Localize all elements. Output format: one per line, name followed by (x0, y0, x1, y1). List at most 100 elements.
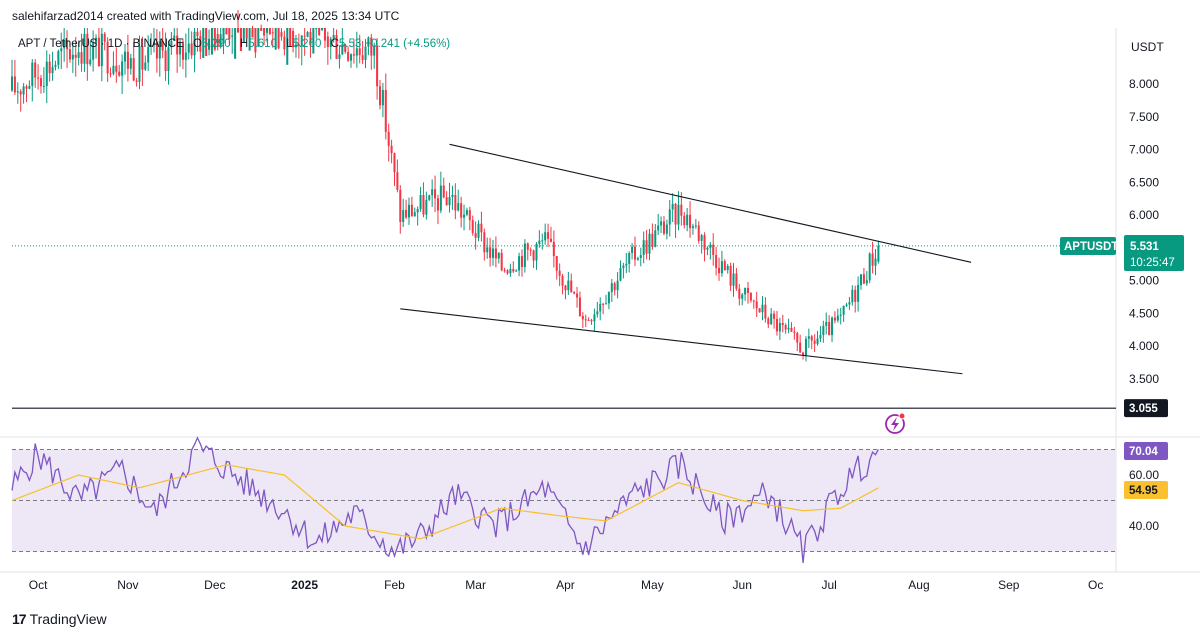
candle-body (179, 41, 182, 55)
candle-body (164, 50, 167, 71)
price-axis[interactable]: 8.0007.5007.0006.5006.0005.5005.0004.500… (1129, 77, 1159, 386)
candle-body (399, 189, 402, 222)
candle-body (842, 305, 845, 315)
candle-body (631, 246, 634, 253)
candle-body (92, 43, 95, 60)
price-tick-label: 7.000 (1129, 143, 1159, 157)
candle-body (460, 203, 463, 218)
candle-body (767, 318, 770, 325)
candle-body (758, 308, 761, 313)
candle-body (636, 258, 639, 260)
level-value: 3.055 (1129, 403, 1158, 415)
candle-body (610, 283, 613, 293)
chart-credit: salehifarzad2014 created with TradingVie… (12, 9, 400, 23)
candle-body (642, 240, 645, 256)
candle-body (387, 131, 390, 146)
candle-body (552, 241, 555, 257)
currency-label[interactable]: USDT (1131, 40, 1164, 54)
lightning-alert-icon[interactable] (885, 412, 906, 434)
candle-body (274, 28, 277, 50)
candle-body (576, 293, 579, 298)
candle-body (802, 352, 805, 356)
candle-body (89, 59, 92, 65)
candle-body (83, 33, 86, 64)
candle-body (541, 240, 544, 242)
candle-body (486, 247, 489, 253)
candle-body (22, 86, 25, 95)
candle-body (361, 55, 364, 61)
rsi-tick-label: 60.00 (1129, 468, 1159, 482)
candle-body (184, 52, 187, 60)
candle-body (868, 253, 871, 281)
candle-body (547, 232, 550, 239)
time-axis[interactable]: Oct Nov Dec 2025 Feb Mar Apr May Jun Jul Aug Sep Oc (29, 578, 1104, 592)
candles-group (10, 10, 880, 362)
candle-body (271, 32, 274, 34)
candle-body (216, 34, 219, 47)
candle-body (503, 270, 506, 272)
candle-body (735, 273, 738, 289)
candle-body (445, 197, 448, 206)
candle-body (471, 220, 474, 234)
time-tick-label: Dec (204, 578, 225, 592)
candle-body (590, 320, 593, 322)
candle-body (497, 252, 500, 259)
candle-body (277, 28, 280, 49)
candle-body (355, 48, 358, 56)
candle-body (80, 52, 83, 64)
candle-body (286, 28, 289, 65)
candle-body (857, 285, 860, 302)
candle-body (813, 340, 816, 344)
trendlines-group[interactable] (400, 143, 972, 375)
candle-body (500, 252, 503, 271)
low-label: L (286, 38, 293, 50)
tradingview-brand[interactable]: 17 TradingView (12, 611, 107, 627)
candle-body (848, 302, 851, 305)
time-tick-label: Mar (465, 578, 486, 592)
candle-body (677, 204, 680, 225)
candle-body (19, 91, 22, 95)
candle-body (393, 153, 396, 173)
candle-body (694, 225, 697, 227)
candle-body (538, 240, 541, 244)
candle-body (680, 204, 683, 216)
candle-body (265, 28, 269, 33)
candle-body (657, 225, 660, 231)
candle-body (665, 224, 668, 234)
candle-body (115, 65, 118, 72)
candle-body (103, 33, 106, 42)
candle-body (123, 51, 127, 62)
rsi-axis[interactable]: 60.00 40.00 (1129, 468, 1159, 533)
candle-body (242, 28, 245, 43)
candle-body (202, 28, 205, 58)
candle-body (512, 268, 515, 272)
candle-body (329, 38, 332, 47)
candle-body (654, 230, 657, 247)
candle-body (784, 325, 787, 330)
candle-body (584, 319, 587, 321)
candle-body (434, 189, 437, 199)
candle-body (625, 263, 628, 266)
candle-body (28, 85, 31, 89)
candle-body (74, 54, 77, 58)
candle-body (549, 238, 552, 242)
rsi-ma-last-value: 54.95 (1129, 485, 1158, 497)
candle-body (793, 331, 796, 334)
symbol-price-tag: APTUSDT 5.531 10:25:47 (1060, 235, 1184, 271)
candle-body (518, 256, 521, 271)
candle-body (141, 46, 144, 70)
candle-body (390, 145, 393, 154)
candle-body (564, 285, 567, 291)
candle-body (700, 235, 703, 241)
candle-body (463, 214, 466, 218)
candle-body (231, 35, 234, 37)
candle-body (613, 283, 616, 291)
candle-body (683, 215, 686, 226)
candle-body (787, 327, 790, 330)
candle-body (245, 28, 248, 39)
candle-body (773, 313, 776, 319)
candle-body (836, 315, 839, 321)
candle-body (260, 28, 263, 31)
candle-body (237, 28, 240, 33)
